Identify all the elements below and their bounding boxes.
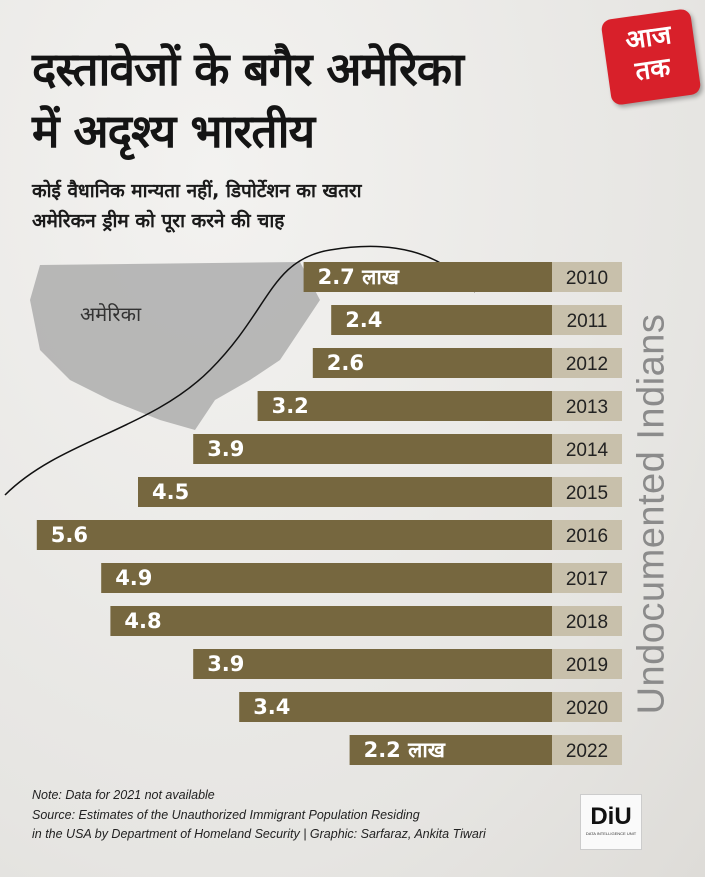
year-box-2014 bbox=[552, 434, 622, 464]
year-label: 2016 bbox=[566, 526, 608, 547]
chart-title-vertical: Undocumented Indians bbox=[630, 313, 673, 715]
year-label: 2019 bbox=[566, 655, 608, 676]
year-label: 2011 bbox=[567, 311, 608, 332]
map-label: अमेरिका bbox=[80, 302, 142, 326]
value-label: 2.2 लाख bbox=[364, 738, 446, 762]
bar-2013 bbox=[257, 391, 552, 421]
value-label: 3.9 bbox=[207, 437, 244, 461]
year-label: 2015 bbox=[566, 483, 608, 504]
year-label: 2020 bbox=[566, 698, 608, 719]
bar-2014 bbox=[193, 434, 552, 464]
bar-2018 bbox=[110, 606, 553, 636]
year-box-2019 bbox=[552, 649, 622, 679]
year-box-2013 bbox=[552, 391, 622, 421]
bar-2015 bbox=[138, 477, 552, 507]
value-label: 2.6 bbox=[327, 351, 364, 375]
year-box-2022 bbox=[552, 735, 622, 765]
usa-map bbox=[30, 262, 320, 430]
bar-2019 bbox=[193, 649, 552, 679]
year-box-2018 bbox=[552, 606, 622, 636]
year-label: 2018 bbox=[566, 612, 608, 633]
bar-2017 bbox=[101, 563, 552, 593]
footer-notes: Note: Data for 2021 not available Source… bbox=[32, 788, 486, 841]
year-box-2010 bbox=[552, 262, 622, 292]
year-label: 2010 bbox=[566, 268, 608, 289]
year-box-2015 bbox=[552, 477, 622, 507]
bar-2016 bbox=[36, 520, 553, 550]
page-title: दस्तावेजों के बगैर अमेरिका में अदृश्य भार… bbox=[32, 42, 464, 158]
year-box-2020 bbox=[552, 692, 622, 722]
year-box-2017 bbox=[552, 563, 622, 593]
year-box-2012 bbox=[552, 348, 622, 378]
year-box-2011 bbox=[552, 305, 622, 335]
value-label: 4.9 bbox=[115, 566, 152, 590]
year-label: 2014 bbox=[566, 440, 609, 461]
wire-curve bbox=[4, 245, 476, 496]
value-label: 4.5 bbox=[152, 480, 189, 504]
diu-logo: DiU DATA INTELLIGENCE UNIT bbox=[580, 794, 642, 850]
year-label: 2017 bbox=[566, 569, 608, 590]
bar-2011 bbox=[331, 305, 552, 335]
value-label: 3.2 bbox=[272, 394, 309, 418]
year-label: 2022 bbox=[566, 741, 608, 762]
bar-2010 bbox=[303, 262, 552, 292]
bar-2022 bbox=[349, 735, 552, 765]
bar-2012 bbox=[312, 348, 552, 378]
year-label: 2013 bbox=[566, 397, 608, 418]
year-box-2016 bbox=[552, 520, 622, 550]
value-label: 3.4 bbox=[253, 695, 290, 719]
year-label: 2012 bbox=[566, 354, 608, 375]
value-label: 4.8 bbox=[124, 609, 161, 633]
subtitle: कोई वैधानिक मान्यता नहीं, डिपोर्टेशन का … bbox=[32, 180, 362, 232]
value-label: 2.4 bbox=[345, 308, 382, 332]
aajtak-logo: आज तक bbox=[600, 8, 702, 106]
value-label: 3.9 bbox=[207, 652, 244, 676]
value-label: 5.6 bbox=[51, 523, 88, 547]
bar-2020 bbox=[239, 692, 552, 722]
value-label: 2.7 लाख bbox=[318, 265, 400, 289]
